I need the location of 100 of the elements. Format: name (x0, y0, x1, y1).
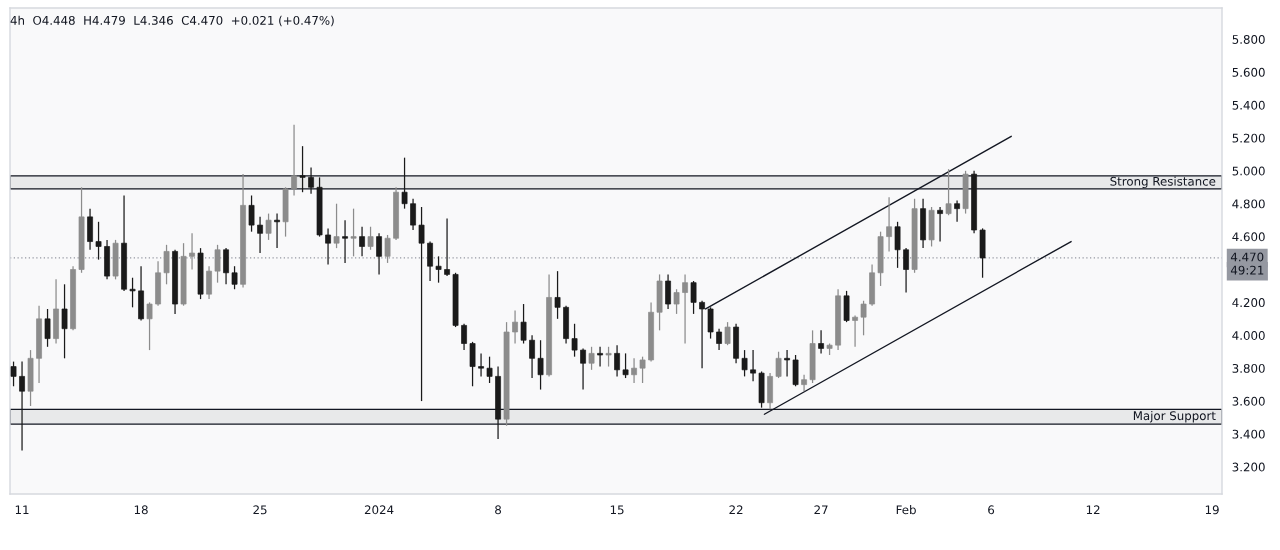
y-tick-label: 3.200 (1232, 462, 1265, 472)
candlestick (690, 280, 697, 315)
text: 49:21 (1230, 265, 1264, 275)
candlestick (622, 352, 629, 379)
y-tick-label: 4.200 (1232, 298, 1265, 308)
x-tick-label: 2024 (364, 505, 394, 515)
candlestick (367, 226, 374, 251)
candlestick (461, 323, 467, 351)
candlestick (597, 346, 603, 368)
candlestick (520, 303, 527, 345)
candlestick (588, 346, 595, 371)
candlestick (716, 328, 722, 351)
y-tick-label: 5.800 (1232, 34, 1265, 44)
candlestick (308, 166, 314, 195)
candlestick (265, 212, 272, 241)
candlestick (257, 216, 263, 254)
y-tick-label: 3.400 (1232, 429, 1265, 439)
candlestick (784, 349, 790, 378)
candlestick (410, 198, 416, 231)
candlestick (605, 346, 612, 368)
candlestick (469, 341, 476, 387)
y-tick-label: 3.800 (1232, 363, 1265, 373)
candlestick (818, 329, 824, 355)
candlestick (614, 344, 620, 378)
y-tick-label: 5.600 (1232, 67, 1265, 77)
candlestick (665, 273, 671, 310)
candlestick (401, 157, 408, 210)
candlestick (478, 352, 484, 378)
candlestick (376, 232, 382, 276)
candlestick (44, 308, 51, 348)
candlestick (342, 219, 348, 264)
candlestick (206, 265, 212, 300)
candlestick (95, 221, 102, 261)
y-tick-label: 5.400 (1232, 100, 1265, 110)
candlestick (359, 226, 365, 257)
candlestick (248, 194, 255, 233)
candlestick (427, 240, 433, 282)
candlestick (10, 360, 17, 387)
candlestick (291, 124, 297, 197)
candlestick (894, 221, 901, 269)
y-tick-label: 4.000 (1232, 331, 1265, 340)
y-tick-label: 5.200 (1232, 133, 1265, 143)
candlestick (537, 339, 544, 391)
candlestick (61, 283, 68, 359)
candlestick (554, 270, 561, 320)
y-tick-label: 3.600 (1232, 396, 1265, 406)
x-tick-label: 19 (1205, 505, 1219, 515)
candlestick (750, 349, 756, 382)
x-tick-label: 25 (253, 505, 267, 515)
candlestick (19, 360, 25, 452)
y-tick-label: 5.000 (1232, 166, 1265, 176)
candlestick (954, 199, 960, 223)
candlestick (860, 300, 867, 336)
candlestick (937, 206, 943, 243)
candlestick (444, 217, 450, 277)
band-label: Strong Resistance (1110, 176, 1216, 189)
candlestick (435, 255, 442, 284)
candlestick (673, 288, 680, 315)
candlestick (486, 356, 493, 384)
candlestick (333, 203, 340, 249)
candlestick (903, 247, 909, 294)
candlestick (724, 321, 731, 346)
candlestick (129, 277, 136, 308)
ref-line-label: 4.470 (1230, 252, 1264, 262)
band-label: Major Support (1133, 410, 1216, 423)
x-tick-label: 18 (134, 505, 148, 515)
candlestick (350, 208, 357, 257)
y-tick-label: 4.800 (1232, 199, 1265, 209)
candlestick (852, 314, 858, 348)
candlestick (580, 347, 586, 391)
y-tick-label: 4.600 (1232, 232, 1265, 242)
candlestick (529, 334, 535, 379)
candlestick (146, 301, 153, 351)
candlestick (741, 349, 748, 378)
candlestick (384, 234, 391, 264)
x-tick-label: 22 (729, 505, 743, 515)
x-tick-label: 6 (988, 505, 995, 515)
candlestick (801, 374, 807, 392)
candlestick (189, 232, 195, 271)
x-tick-label: 12 (1086, 505, 1100, 515)
candlestick (945, 168, 952, 216)
x-tick-label: 11 (15, 505, 29, 515)
x-tick-label: 15 (610, 505, 624, 515)
candlestick (886, 196, 892, 253)
candlestick (231, 265, 238, 290)
candlestick (512, 309, 518, 345)
candlestick (274, 212, 280, 249)
candlestick (325, 227, 331, 266)
candlestick (775, 351, 782, 379)
candlestick (639, 356, 646, 384)
x-tick-label: Feb (896, 505, 916, 515)
candlestick (223, 247, 229, 285)
candlestick (571, 323, 578, 358)
candlestick (631, 357, 637, 384)
x-tick-label: 27 (814, 505, 828, 515)
candlestick (682, 273, 688, 345)
candlestick (299, 145, 306, 193)
x-tick-label: 8 (495, 505, 502, 515)
text: 4h O4.448 H4.479 L4.346 C4.470 +0.021 (+0.47%) (10, 15, 334, 27)
candlestick (214, 244, 221, 284)
